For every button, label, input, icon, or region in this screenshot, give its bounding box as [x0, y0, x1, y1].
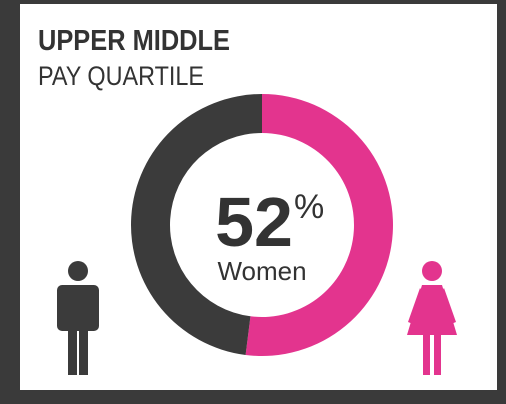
donut-segment — [130, 94, 262, 355]
male-icon — [57, 261, 99, 375]
center-value: 52 — [215, 183, 293, 261]
chart-subtitle: PAY QUARTILE — [38, 61, 204, 91]
chart-title: UPPER MIDDLE — [38, 25, 230, 57]
center-label: Women — [217, 256, 306, 286]
donut-segment — [245, 94, 393, 356]
center-unit: % — [294, 188, 324, 226]
female-icon — [407, 261, 457, 375]
donut — [130, 94, 393, 356]
